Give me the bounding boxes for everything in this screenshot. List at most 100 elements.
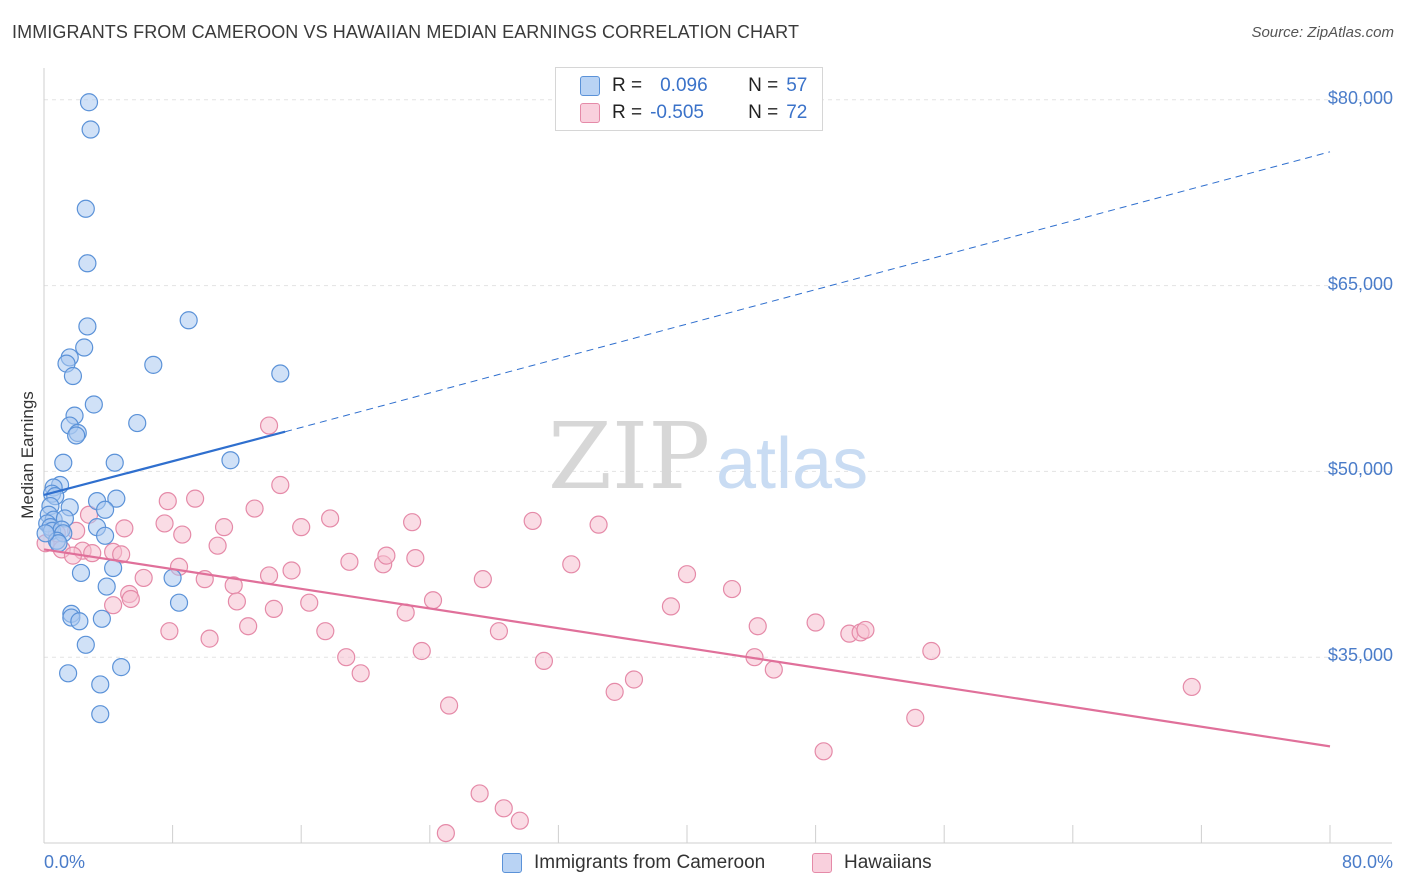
hawaiians-point xyxy=(340,552,359,571)
hawaiians-point xyxy=(806,613,825,632)
watermark: ZIP atlas xyxy=(548,403,868,510)
hawaiians-point xyxy=(722,579,742,599)
hawaiians-point xyxy=(473,570,492,589)
hawaiians-point xyxy=(121,589,140,609)
legend-swatch-hawaiians xyxy=(580,103,600,123)
y-tick-label: $80,000 xyxy=(1327,87,1393,108)
hawaiians-point xyxy=(104,596,123,615)
series-label-hawaiians: Hawaiians xyxy=(844,852,932,873)
cameroon-point xyxy=(107,489,126,508)
hawaiians-point xyxy=(300,593,319,612)
hawaiians-point xyxy=(158,492,177,511)
hawaiians-point xyxy=(83,544,102,563)
cameroon-point xyxy=(112,658,131,677)
hawaiians-point xyxy=(351,664,370,683)
cameroon-point xyxy=(95,526,115,545)
hawaiians-points xyxy=(36,416,1201,843)
hawaiians-point xyxy=(605,682,624,701)
hawaiians-point xyxy=(423,591,443,610)
cameroon-point xyxy=(63,366,83,386)
axes xyxy=(43,68,1392,844)
cameroon-point xyxy=(144,355,163,374)
cameroon-point xyxy=(128,413,147,433)
cameroon-trend-solid xyxy=(43,430,286,496)
cameroon-point xyxy=(76,635,95,654)
grid-lines xyxy=(44,99,1392,658)
hawaiians-point xyxy=(534,651,554,671)
cameroon-point xyxy=(78,254,97,273)
hawaiians-point xyxy=(115,519,134,538)
cameroon-point xyxy=(163,568,182,588)
legend-r-label: R = xyxy=(612,102,643,123)
hawaiians-point xyxy=(186,489,205,508)
hawaiians-point xyxy=(337,648,356,667)
legend-n-label: N = xyxy=(748,102,779,123)
hawaiians-point xyxy=(321,509,340,528)
y-tick-label: $50,000 xyxy=(1327,459,1393,480)
cameroon-point xyxy=(75,338,94,357)
source-note: Source: ZipAtlas.com xyxy=(1251,24,1394,41)
series-label-cameroon: Immigrants from Cameroon xyxy=(534,852,766,873)
hawaiians-point xyxy=(259,416,279,435)
cameroon-point xyxy=(36,524,55,543)
series-legend-hawaiians[interactable]: Hawaiians xyxy=(812,852,932,874)
hawaiians-point xyxy=(412,641,431,661)
watermark-atlas: atlas xyxy=(716,424,868,504)
x-tick-min: 0.0% xyxy=(44,852,86,872)
series-swatch-cameroon xyxy=(502,853,522,873)
series-legend-cameroon[interactable]: Immigrants from Cameroon xyxy=(502,852,765,874)
y-tick-label: $65,000 xyxy=(1327,273,1393,294)
hawaiians-point xyxy=(134,568,153,588)
cameroon-point xyxy=(179,311,198,330)
hawaiians-point xyxy=(494,799,513,818)
cameroon-point xyxy=(76,199,95,218)
cameroon-point xyxy=(70,612,89,631)
watermark-zip: ZIP xyxy=(548,403,710,510)
series-legend: Immigrants from Cameroon Hawaiians xyxy=(0,852,1406,878)
hawaiians-point xyxy=(160,622,179,641)
hawaiians-point xyxy=(259,566,279,585)
cameroon-point xyxy=(92,609,111,628)
legend-r-label: R = xyxy=(612,75,643,96)
legend-r-value: 0.096 xyxy=(660,75,708,96)
chart-title: IMMIGRANTS FROM CAMEROON VS HAWAIIAN MED… xyxy=(12,22,800,42)
hawaiians-point xyxy=(906,708,925,727)
x-tick-max: 80.0% xyxy=(1341,852,1393,872)
hawaiians-point xyxy=(523,511,542,531)
hawaiians-point xyxy=(227,592,246,611)
legend-n-value: 72 xyxy=(786,102,808,123)
hawaiians-point xyxy=(922,641,941,661)
cameroon-point xyxy=(104,558,123,578)
cameroon-point xyxy=(67,426,86,445)
cameroon-point xyxy=(221,451,240,470)
cameroon-point xyxy=(95,500,115,519)
hawaiians-point xyxy=(292,518,311,537)
hawaiians-point xyxy=(436,823,455,843)
hawaiians-point xyxy=(814,742,833,761)
legend-row-hawaiians: R = -0.505 N = 72 xyxy=(580,101,807,125)
hawaiians-point xyxy=(439,696,459,715)
hawaiians-point xyxy=(562,555,581,574)
hawaiians-point xyxy=(1182,677,1201,697)
hawaiians-point xyxy=(764,660,783,679)
cameroon-point xyxy=(105,453,124,472)
hawaiians-point xyxy=(173,525,192,544)
hawaiians-point xyxy=(112,545,131,564)
cameroon-point xyxy=(79,93,99,112)
hawaiians-trend-line xyxy=(43,548,1331,748)
hawaiians-point xyxy=(510,811,529,830)
cameroon-point xyxy=(71,563,91,583)
hawaiians-point xyxy=(239,617,258,636)
hawaiians-point xyxy=(155,514,174,533)
hawaiians-point xyxy=(856,620,875,640)
hawaiians-point xyxy=(589,515,608,534)
hawaiians-point xyxy=(282,561,301,580)
cameroon-trend-dashed xyxy=(284,151,1331,433)
legend-n-label: N = xyxy=(748,75,779,96)
hawaiians-point xyxy=(748,617,767,636)
cameroon-point xyxy=(271,364,290,383)
correlation-legend: R = 0.096 N = 57 R = -0.505 N = 72 xyxy=(555,67,823,131)
trend-lines xyxy=(43,151,1331,748)
hawaiians-point xyxy=(661,597,681,616)
